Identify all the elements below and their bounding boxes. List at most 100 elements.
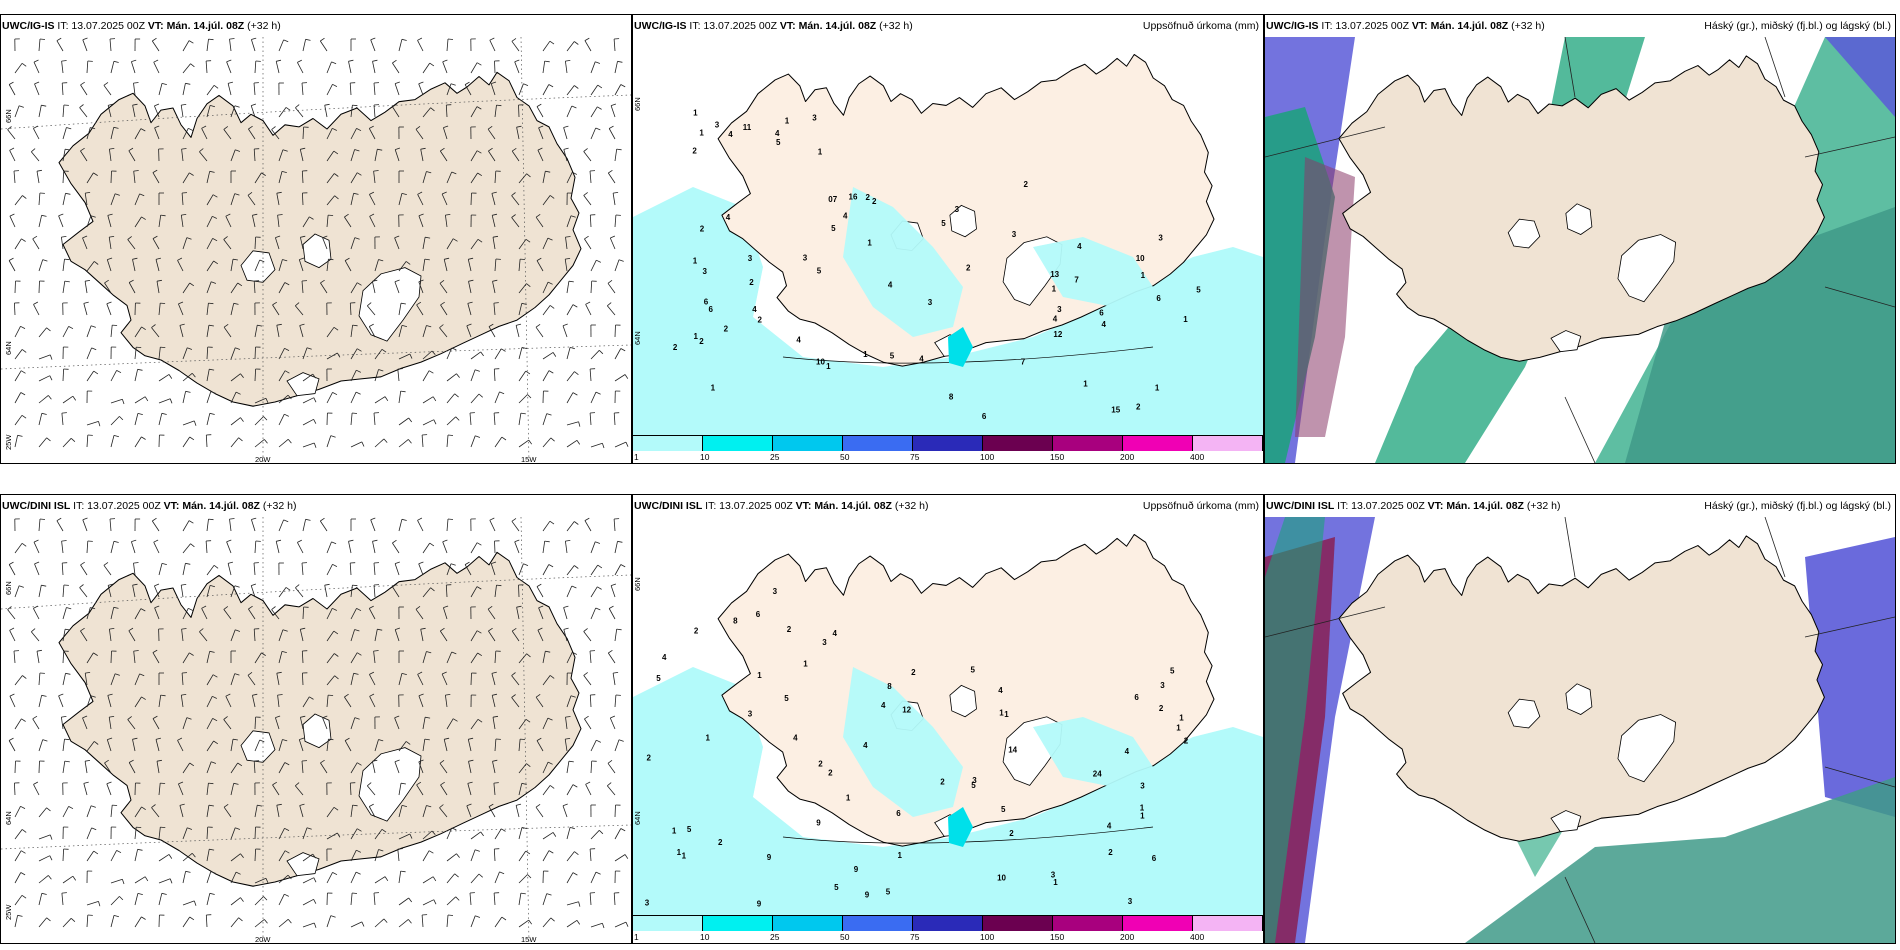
colorbar-tick: 25	[770, 932, 780, 942]
colorbar-swatch	[1053, 915, 1123, 931]
colorbar-swatch	[1193, 915, 1263, 931]
precip-value: 1	[826, 362, 831, 371]
colorbar-tick: 100	[980, 932, 995, 942]
precip-value: 1	[706, 734, 711, 743]
precip-value: 14	[1008, 746, 1017, 755]
precip-value: 1	[1183, 315, 1188, 324]
precip-value: 5	[1196, 286, 1201, 295]
precip-value: 1	[863, 350, 868, 359]
lat-label: 66N	[4, 581, 13, 595]
iceland-outline	[1338, 55, 1825, 362]
colorbar-tick: 1	[634, 452, 639, 462]
colorbar-swatch	[843, 435, 913, 451]
precip-value: 4	[1077, 242, 1082, 251]
precip-value: 10	[816, 357, 825, 366]
precip-value: 2	[724, 325, 729, 334]
precip-value: 4	[796, 336, 801, 345]
precip-value: 2	[787, 625, 792, 634]
panel-header: UWC/IG-IS IT: 13.07.2025 00Z VT: Mán. 14…	[1266, 20, 1891, 32]
precip-value: 2	[1184, 737, 1189, 746]
precip-value: 1	[1179, 713, 1184, 722]
lat-label: 64N	[633, 811, 642, 825]
precip-value: 6	[704, 298, 709, 307]
precip-value: 4	[726, 213, 731, 222]
lat-label: 64N	[4, 341, 13, 355]
lat-label: 66N	[633, 577, 642, 591]
panel-header: UWC/DINI ISL IT: 13.07.2025 00Z VT: Mán.…	[1266, 500, 1891, 512]
precip-value: 8	[949, 393, 954, 402]
precip-value: 3	[972, 776, 977, 785]
wind-map	[1, 517, 631, 943]
colorbar-tick: 400	[1190, 452, 1205, 462]
lon-label: 15W	[521, 935, 537, 944]
precip-value: 9	[757, 900, 762, 909]
lat-label: 64N	[4, 811, 13, 825]
precip-value: 5	[831, 224, 836, 233]
precip-value: 1	[677, 848, 682, 857]
precip-value-labels: 1111212076211113322256433548745104434225…	[673, 109, 1201, 421]
precip-value: 2	[1024, 180, 1029, 189]
precip-value: 3	[1057, 305, 1062, 314]
precip-value: 1	[682, 851, 687, 860]
precip-value: 2	[699, 337, 704, 346]
precip-value: 1	[699, 129, 704, 138]
precip-panel-dini: UWC/DINI ISL IT: 13.07.2025 00Z VT: Mán.…	[632, 494, 1264, 944]
iceland-outline	[58, 551, 582, 887]
precip-value: 5	[941, 219, 946, 228]
colorbar-tick: 200	[1120, 452, 1135, 462]
precip-field	[843, 667, 963, 817]
colorbar-swatch	[773, 915, 843, 931]
precip-value: 10	[1136, 254, 1145, 263]
precip-value: 4	[775, 129, 780, 138]
precip-value: 9	[816, 818, 821, 827]
colorbar-swatch	[1053, 435, 1123, 451]
colorbar-tick: 400	[1190, 932, 1205, 942]
precip-value: 11	[743, 123, 752, 132]
colorbar-tick: 50	[840, 452, 850, 462]
precip-value: 2	[749, 278, 754, 287]
precip-value: 6	[709, 305, 714, 314]
panel-header: UWC/IG-IS IT: 13.07.2025 00Z VT: Mán. 14…	[2, 20, 281, 32]
cloud-map	[1265, 37, 1895, 463]
cloud-panel-dini: UWC/DINI ISL IT: 13.07.2025 00Z VT: Mán.…	[1264, 494, 1896, 944]
precip-value: 5	[656, 674, 661, 683]
lat-label: 66N	[4, 109, 13, 123]
lat-label: 64N	[633, 331, 642, 345]
precip-value: 24	[1093, 769, 1102, 778]
precip-value: 4	[793, 733, 798, 742]
precip-value: 4	[919, 355, 924, 364]
graticule	[1, 37, 631, 463]
precip-value: 5	[890, 352, 895, 361]
lon-label: 20W	[255, 935, 271, 944]
precip-value: 3	[1158, 233, 1163, 242]
graticule	[1265, 37, 1895, 463]
precip-value: 1	[818, 148, 823, 157]
panel-header: UWC/IG-IS IT: 13.07.2025 00Z VT: Mán. 14…	[634, 20, 1259, 32]
precip-value: 5	[776, 138, 781, 147]
precip-value: 1	[694, 332, 699, 341]
precip-value: 1	[1140, 804, 1145, 813]
precip-value: 3	[773, 587, 778, 596]
precip-value: 4	[881, 701, 886, 710]
panel-header: UWC/DINI ISL IT: 13.07.2025 00Z VT: Mán.…	[634, 500, 1259, 512]
precip-value: 3	[1140, 782, 1145, 791]
precip-value: 2	[692, 147, 697, 156]
precip-value: 7	[1021, 357, 1026, 366]
precip-value: 3	[803, 253, 808, 262]
precip-value: 2	[966, 263, 971, 272]
cloud-panel-ig: UWC/IG-IS IT: 13.07.2025 00Z VT: Mán. 14…	[1264, 14, 1896, 464]
precip-value: 1	[1141, 271, 1146, 280]
precip-value: 2	[866, 193, 871, 202]
precip-value: 12	[902, 706, 911, 715]
precip-value: 6	[756, 610, 761, 619]
precip-value: 1	[711, 384, 716, 393]
precip-value: 3	[822, 638, 827, 647]
precip-value: 3	[748, 254, 753, 263]
precip-value: 1	[1053, 878, 1058, 887]
precip-value: 4	[662, 653, 667, 662]
precip-value: 6	[1134, 693, 1139, 702]
precip-value: 4	[998, 686, 1003, 695]
wind-barbs	[7, 517, 629, 929]
precip-value: 2	[673, 343, 678, 352]
